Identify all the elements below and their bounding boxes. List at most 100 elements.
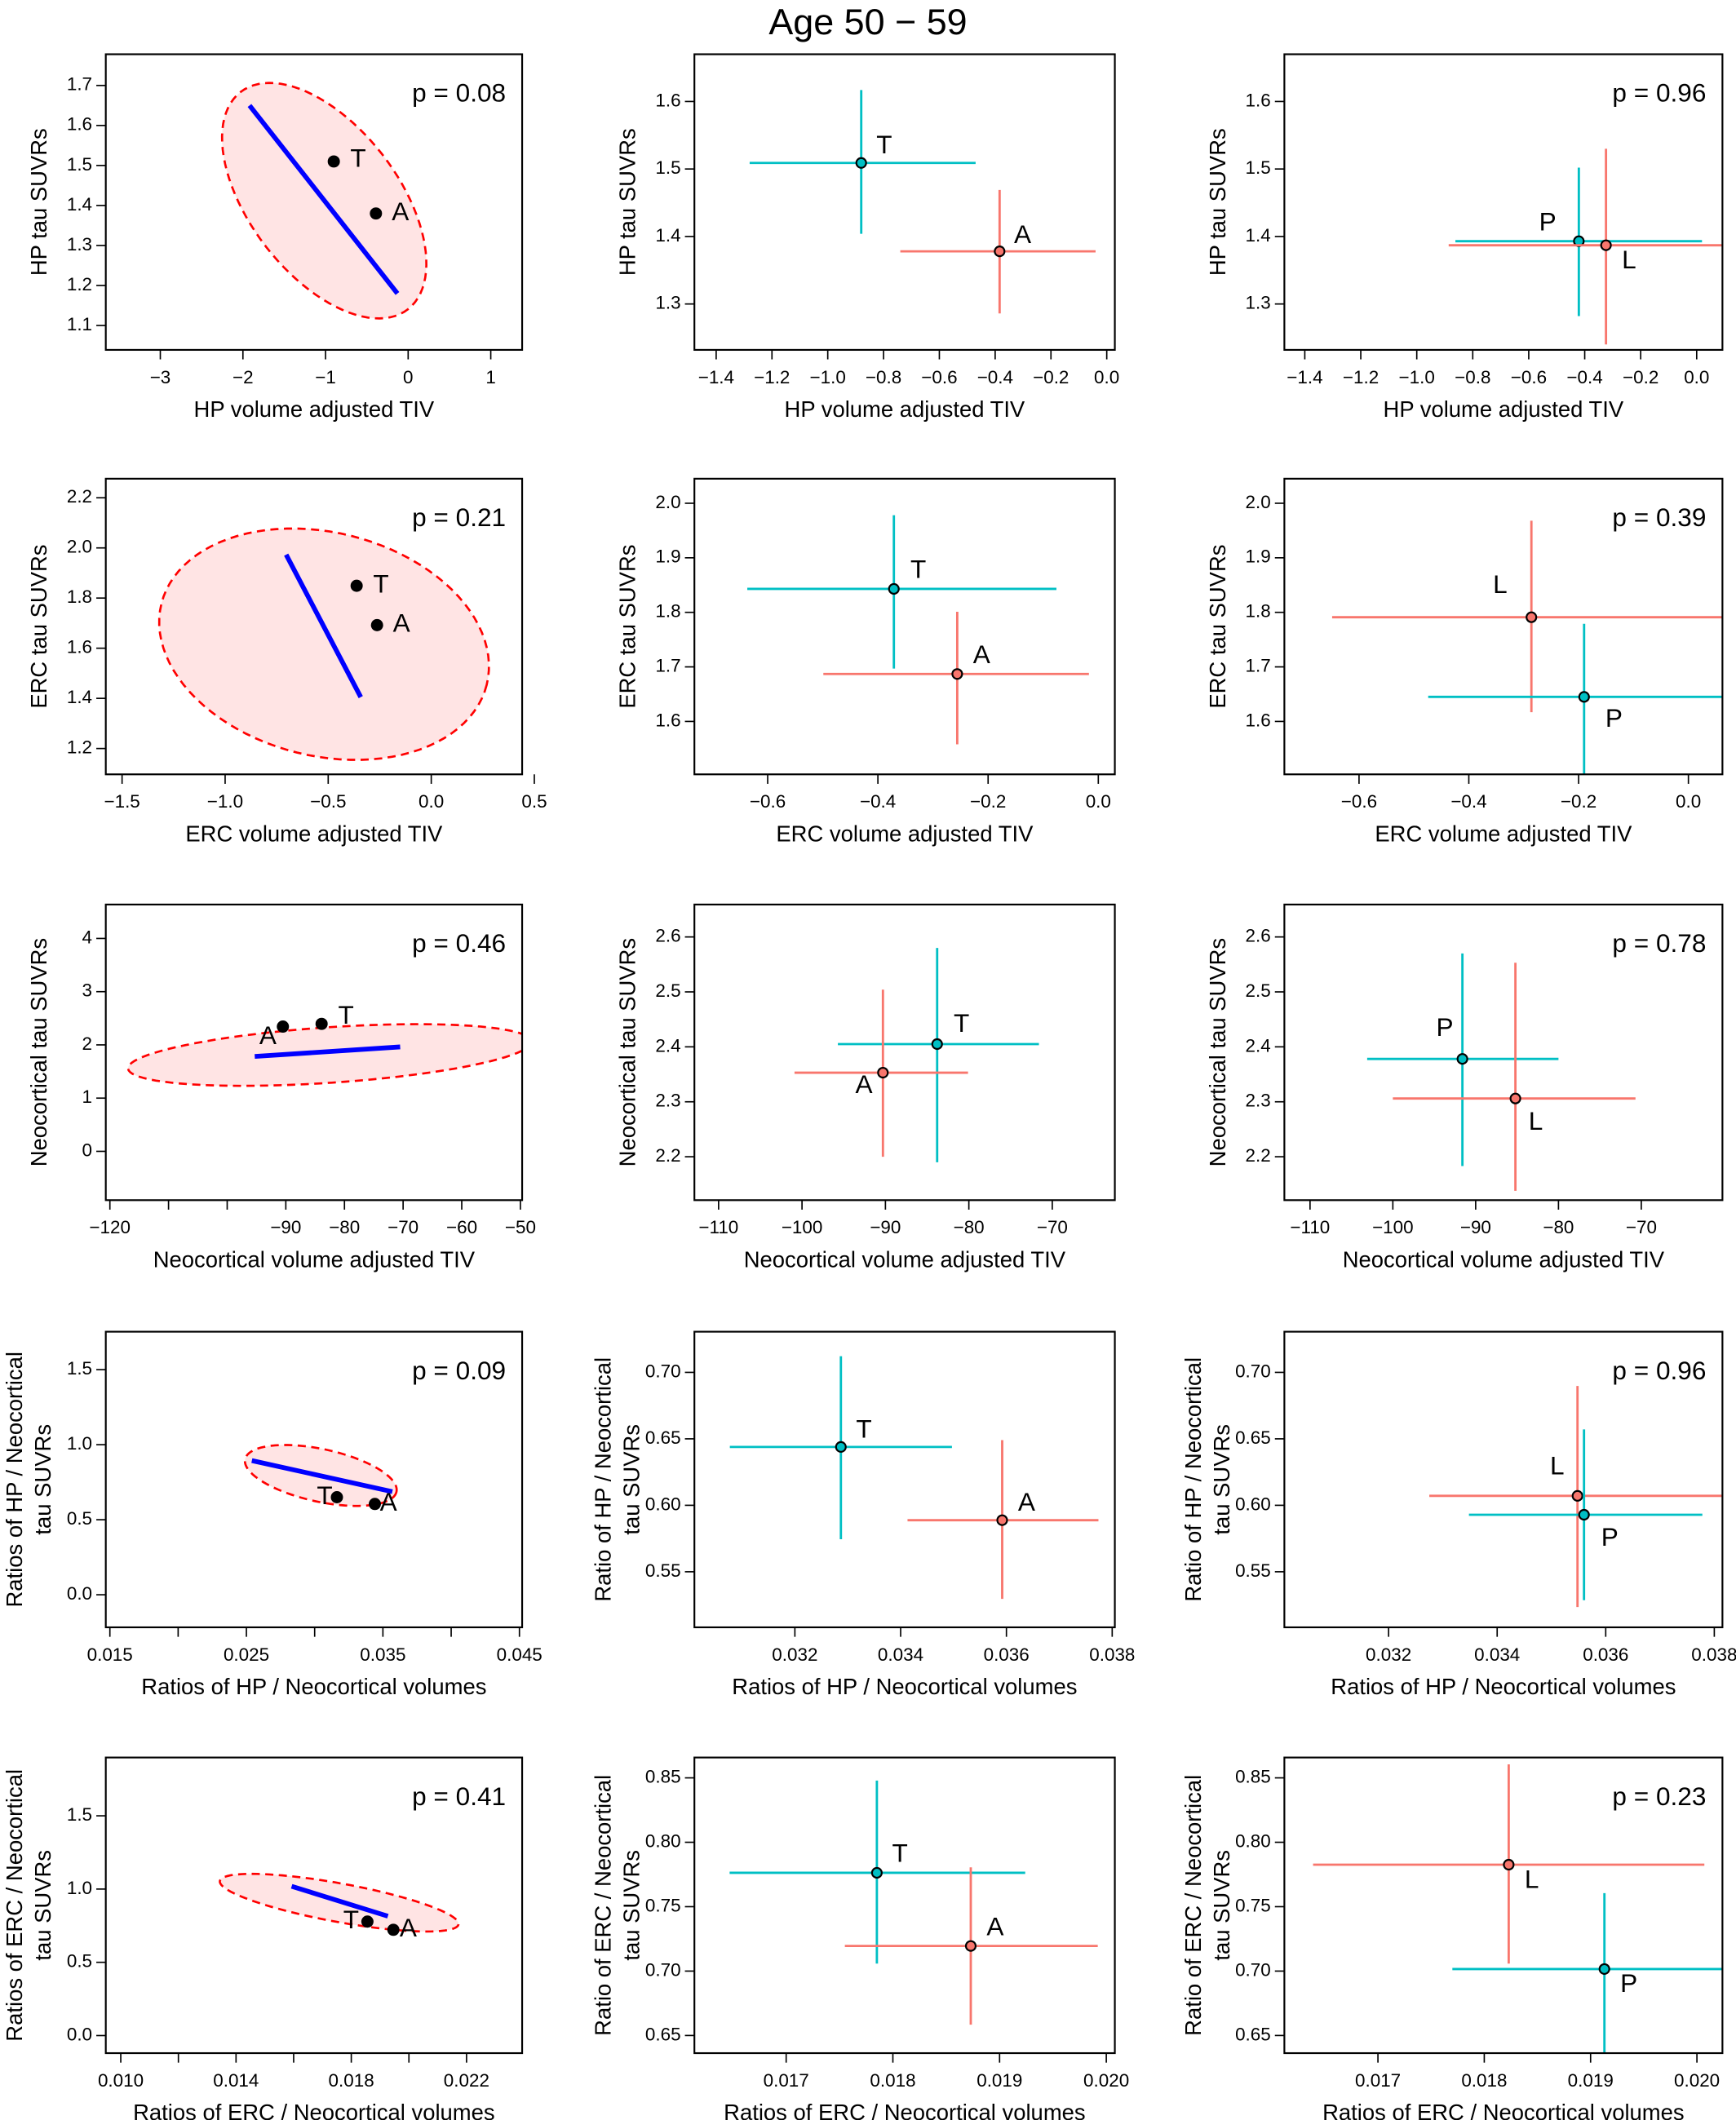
x-tick-label: −100 bbox=[1372, 1217, 1414, 1237]
point bbox=[855, 157, 867, 169]
plot-frame bbox=[104, 53, 524, 352]
plot-frame bbox=[693, 1330, 1116, 1629]
y-axis-label: HP tau SUVRs bbox=[1205, 128, 1230, 276]
plot-area bbox=[794, 948, 1039, 1162]
x-tick-label: −110 bbox=[1290, 1217, 1330, 1237]
point bbox=[369, 1498, 381, 1511]
y-tick-label: 1.0 bbox=[67, 1878, 92, 1898]
x-axis-label: ERC volume adjusted TIV bbox=[776, 821, 1034, 846]
x-tick-label: 0.015 bbox=[87, 1644, 133, 1665]
plot-area bbox=[126, 1017, 523, 1087]
point-label: T bbox=[338, 1000, 353, 1029]
x-axis-label: Neocortical volume adjusted TIV bbox=[153, 1246, 476, 1272]
panel: 0.032 0.034 0.036 0.038 0.55 0.60 0.65 0.70 Rati… bbox=[591, 1330, 1135, 1699]
x-tick-label: −0.6 bbox=[1341, 791, 1377, 812]
point-label: P bbox=[1620, 1968, 1637, 1998]
x-tick-label: −0.8 bbox=[1455, 367, 1490, 387]
point bbox=[370, 618, 383, 631]
y-tick-label: 1.9 bbox=[1246, 547, 1271, 567]
fit-line bbox=[255, 1044, 401, 1060]
plot-frame bbox=[1283, 53, 1724, 352]
x-tick-label: −1.2 bbox=[754, 367, 790, 387]
y-tick-label: 0.75 bbox=[1235, 1895, 1271, 1915]
point-label: A bbox=[400, 1913, 417, 1942]
point-label: L bbox=[1529, 1106, 1543, 1135]
p-value: p = 0.21 bbox=[412, 502, 506, 532]
x-tick-label: 0.0 bbox=[1684, 367, 1709, 387]
plot-area bbox=[729, 1780, 1098, 2025]
plot-frame bbox=[104, 1756, 524, 2055]
p-value: p = 0.41 bbox=[412, 1781, 506, 1811]
y-tick-label: 4 bbox=[82, 927, 92, 947]
y-tick-label: 1.6 bbox=[67, 637, 92, 657]
point bbox=[996, 1514, 1008, 1526]
y-axis-label: ERC tau SUVRs bbox=[1205, 545, 1230, 709]
x-axis-label: Ratios of HP / Neocortical volumes bbox=[141, 1674, 486, 1699]
x-tick-label: −80 bbox=[954, 1217, 985, 1237]
x-tick-label: −1.2 bbox=[1343, 367, 1379, 387]
point-label: P bbox=[1605, 703, 1623, 732]
x-tick-label: 0.010 bbox=[98, 2070, 144, 2091]
y-tick-label: 1.2 bbox=[67, 274, 92, 294]
x-tick-label: 0.036 bbox=[984, 1644, 1030, 1665]
plot-area bbox=[729, 1356, 1099, 1600]
x-tick-label: 0.017 bbox=[764, 2070, 809, 2091]
y-tick-label: 3 bbox=[82, 980, 92, 1001]
point-label: T bbox=[892, 1839, 907, 1868]
y-tick-label: 2.3 bbox=[655, 1091, 680, 1111]
x-axis-label: Neocortical volume adjusted TIV bbox=[1343, 1246, 1665, 1272]
x-tick-label: 0.0 bbox=[1676, 791, 1701, 812]
point-label: A bbox=[973, 640, 990, 669]
y-tick-label: 1.3 bbox=[1246, 293, 1271, 313]
point bbox=[1598, 1963, 1610, 1975]
x-tick-label: −70 bbox=[1626, 1217, 1657, 1237]
x-tick-label: 0.0 bbox=[1094, 367, 1119, 387]
x-tick-label: 0.034 bbox=[878, 1644, 923, 1665]
fit-line bbox=[247, 104, 400, 295]
fit-line bbox=[251, 1458, 393, 1494]
x-tick-label: 1 bbox=[485, 367, 495, 387]
point-label: T bbox=[373, 569, 388, 598]
y-tick-label: 1.2 bbox=[67, 737, 92, 758]
panel: −110 −100 −90 −80 −70 2.2 2.3 2.4 2.5 2.6 Neocorti… bbox=[615, 903, 1116, 1272]
x-axis-label: HP volume adjusted TIV bbox=[785, 396, 1025, 422]
plot-frame bbox=[693, 1756, 1116, 2055]
x-tick-label: −0.2 bbox=[1623, 367, 1658, 387]
x-axis-label: Ratios of ERC / Neocortical volumes bbox=[133, 2100, 494, 2120]
x-tick-label: 0.032 bbox=[1366, 1644, 1411, 1665]
x-tick-label: −2 bbox=[232, 367, 254, 387]
point bbox=[1509, 1092, 1521, 1104]
y-tick-label: 0.70 bbox=[1235, 1361, 1271, 1381]
y-tick-label: 1.7 bbox=[67, 74, 92, 95]
x-axis-label: Neocortical volume adjusted TIV bbox=[744, 1246, 1066, 1272]
p-value: p = 0.09 bbox=[412, 1356, 506, 1385]
x-tick-label: −3 bbox=[150, 367, 171, 387]
plot-area bbox=[1448, 148, 1723, 345]
x-tick-label: −0.8 bbox=[866, 367, 901, 387]
panel: −3 −2 −1 0 1 1.1 1.2 1.3 1.4 1.5 1.6 1.7 HP volume a… bbox=[26, 53, 524, 422]
y-tick-label: 1.6 bbox=[67, 114, 92, 135]
x-tick-label: 0.022 bbox=[444, 2070, 489, 2091]
x-tick-label: 0.018 bbox=[329, 2070, 374, 2091]
p-value: p = 0.96 bbox=[1612, 1356, 1706, 1385]
x-tick-label: −1.5 bbox=[104, 791, 140, 812]
x-tick-label: 0.014 bbox=[213, 2070, 259, 2091]
x-tick-label: −110 bbox=[698, 1217, 738, 1237]
point bbox=[315, 1017, 328, 1030]
y-tick-label: 0.80 bbox=[645, 1830, 681, 1851]
x-axis-label: ERC volume adjusted TIV bbox=[185, 821, 443, 846]
y-tick-label: 0.65 bbox=[645, 1427, 681, 1448]
plot-area bbox=[1366, 953, 1636, 1191]
x-tick-label: −60 bbox=[446, 1217, 477, 1237]
x-tick-label: −80 bbox=[329, 1217, 360, 1237]
y-tick-label: 2.0 bbox=[1246, 492, 1271, 512]
x-axis-label: HP volume adjusted TIV bbox=[1384, 396, 1624, 422]
point bbox=[1526, 611, 1538, 623]
x-axis-label: HP volume adjusted TIV bbox=[194, 396, 435, 422]
plot-area bbox=[1331, 520, 1723, 775]
panel: −0.6 −0.4 −0.2 0.0 1.6 1.7 1.8 1.9 2.0 ERC volume… bbox=[1205, 477, 1724, 846]
p-value: p = 0.96 bbox=[1612, 78, 1706, 108]
fit-line bbox=[284, 553, 363, 698]
point bbox=[387, 1923, 400, 1936]
point-label: T bbox=[856, 1414, 871, 1443]
